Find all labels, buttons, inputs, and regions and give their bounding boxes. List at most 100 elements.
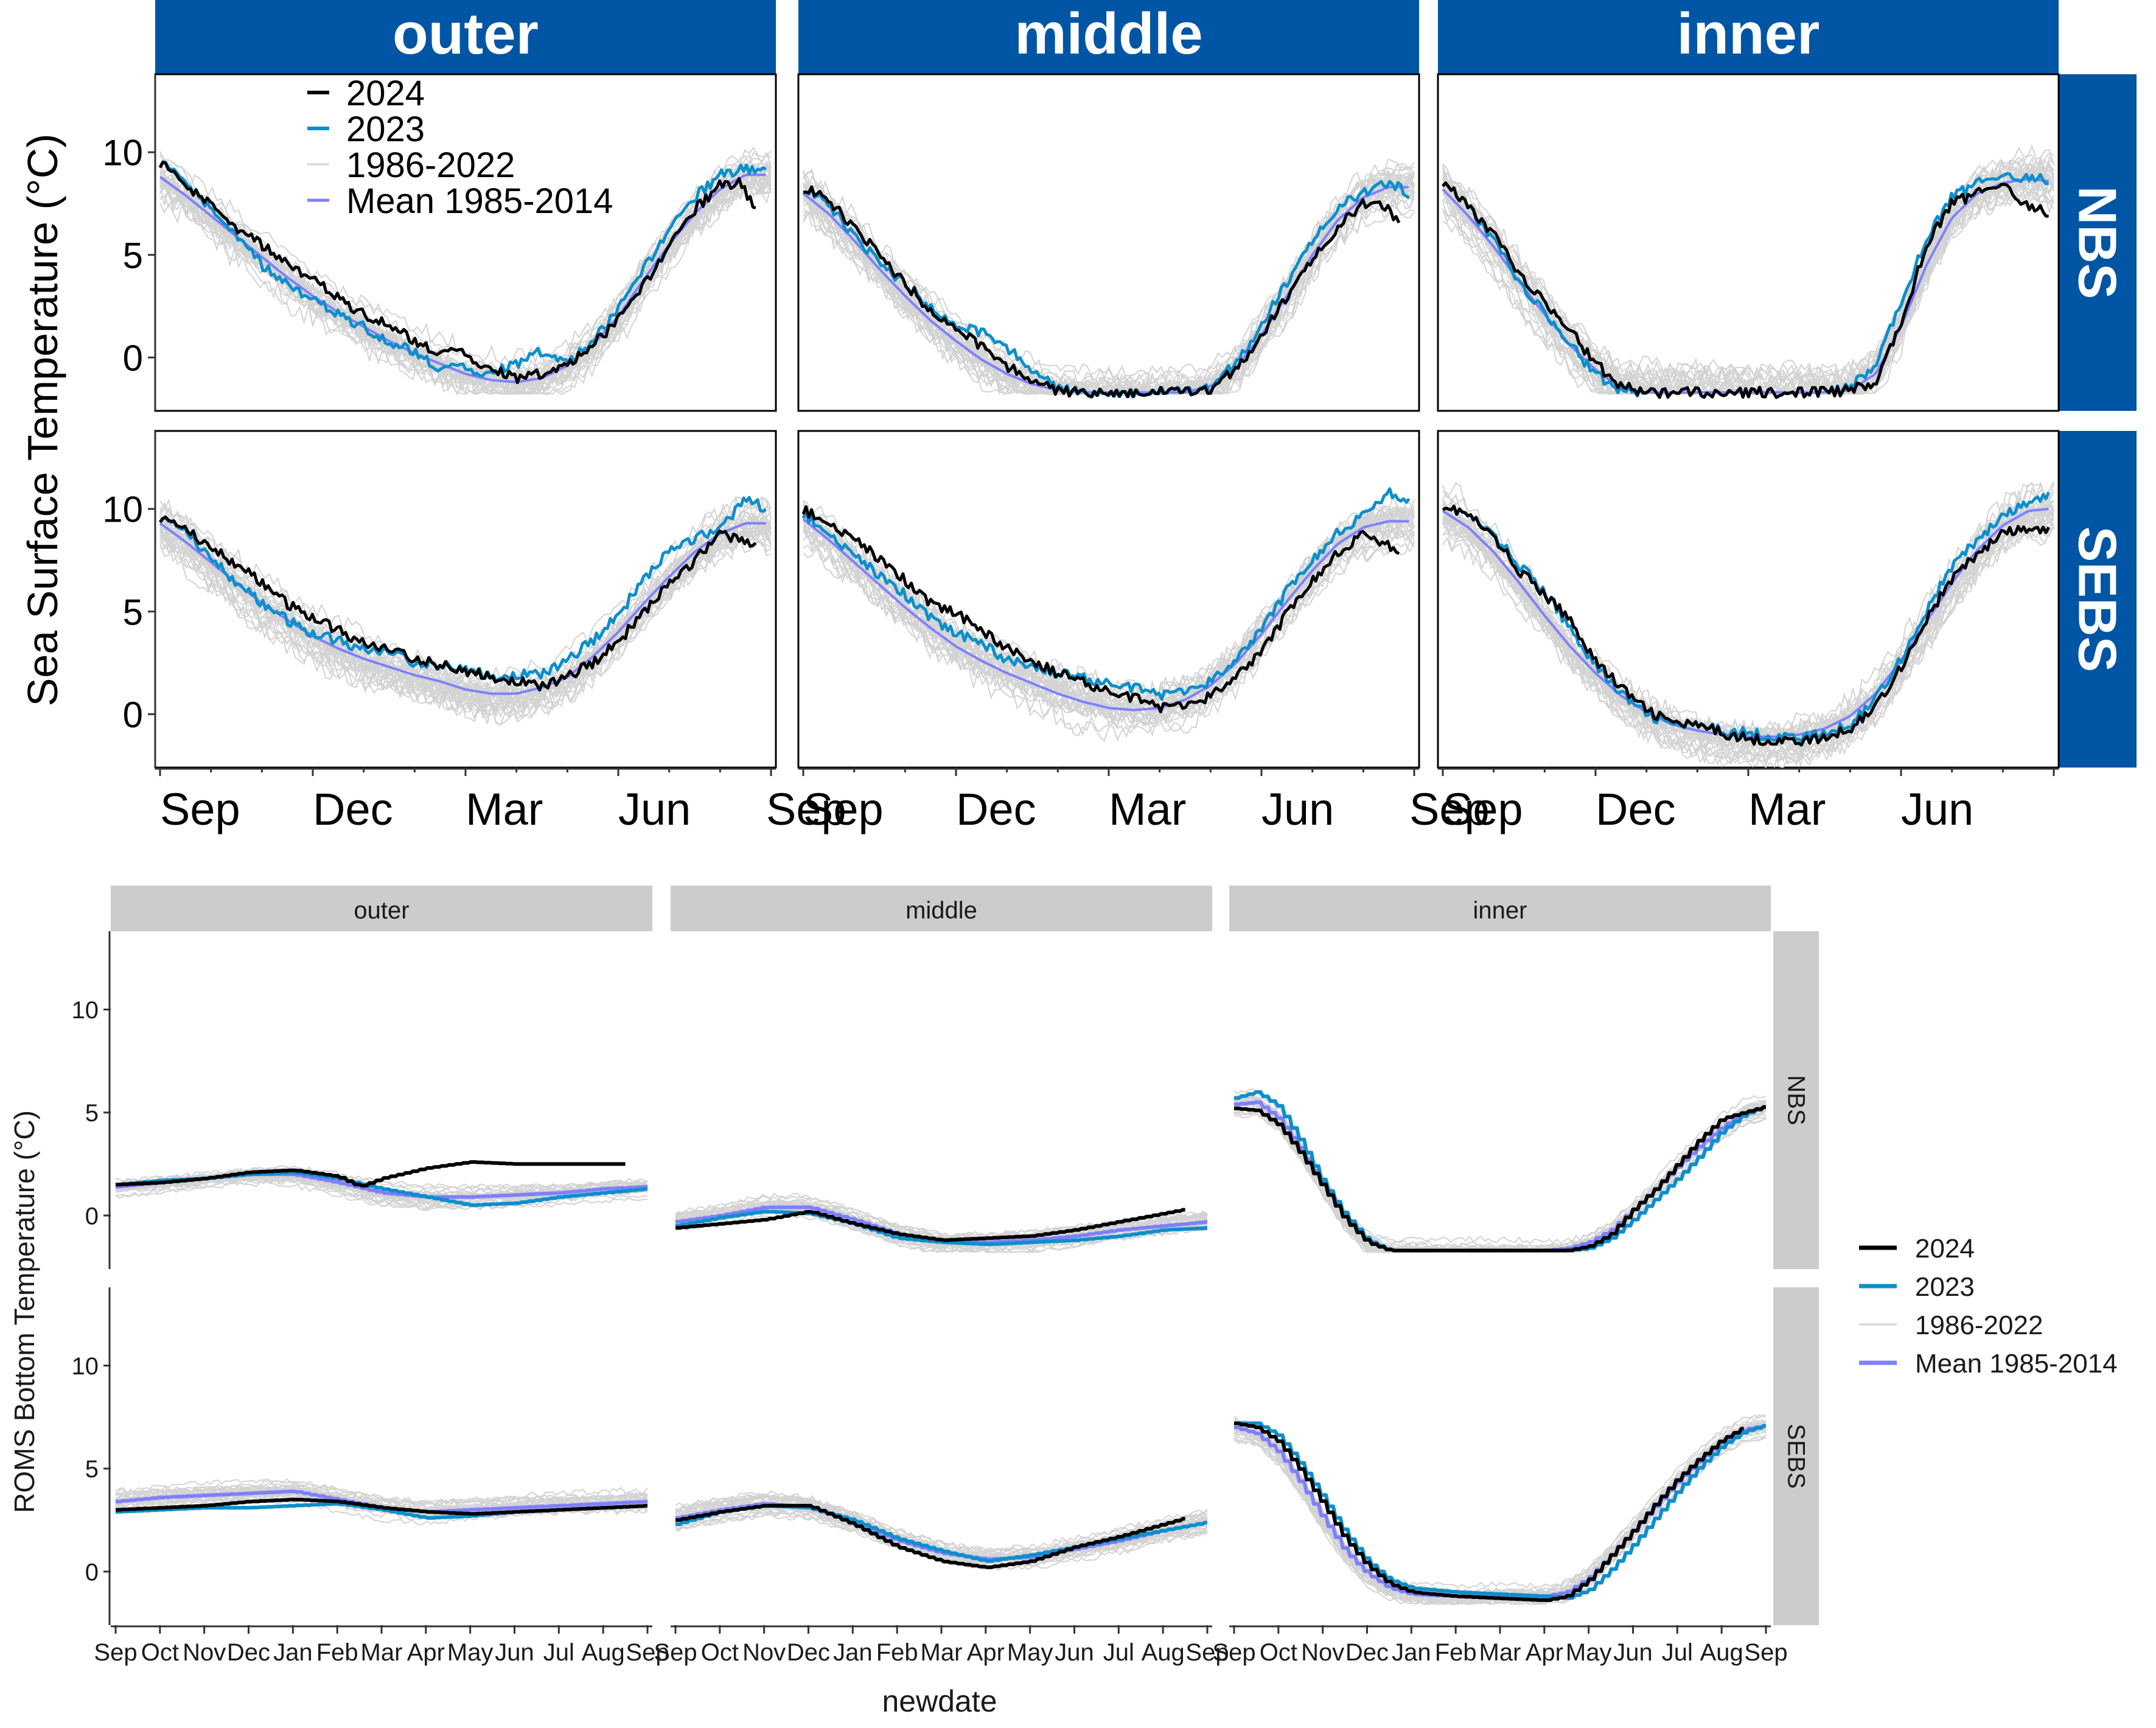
- sst-chart: outer middle inner NBS SEBS 0 5 10 0 5 10 Sep Dec Mar…: [102, 0, 2137, 834]
- legend-label: Mean 1985-2014: [346, 181, 613, 221]
- legend-label: 2023: [346, 110, 425, 149]
- series-line-1986-2022: [803, 511, 1415, 726]
- x-tick-label: Sep: [160, 784, 240, 834]
- series-line-1986-2022: [159, 516, 772, 720]
- panel-border: [797, 73, 1420, 412]
- x-tick-label: May: [1566, 1639, 1612, 1666]
- y-tick-label: 10: [102, 133, 143, 173]
- x-tick-label: Mar: [1109, 784, 1186, 834]
- x-tick-label: Apr: [1526, 1639, 1563, 1666]
- x-tick-label: Apr: [967, 1639, 1005, 1666]
- series-line-1986-2022: [675, 1510, 1208, 1566]
- row-strip-NBS: [1773, 931, 1819, 1269]
- x-tick-label: Dec: [956, 784, 1036, 834]
- series-line-2023: [675, 1209, 1207, 1247]
- x-tick-label: Oct: [141, 1639, 179, 1666]
- panel-outer-SEBS: 0 5 10 Sep Dec Mar Jun Sep: [102, 430, 846, 834]
- column-strip-middle: [798, 0, 1419, 74]
- series-line-1986-2022: [159, 177, 772, 396]
- panel-middle-NBS: [675, 1192, 1208, 1253]
- series-line-2024: [803, 185, 1401, 399]
- x-tick-label: Dec: [1596, 784, 1676, 834]
- x-tick-label: Sep: [626, 1639, 669, 1666]
- column-strip-label-outer: outer: [354, 897, 409, 924]
- row-strip-label-SEBS: SEBS: [1783, 1424, 1810, 1489]
- y-tick-label: 0: [123, 338, 143, 379]
- x-tick-label: Mar: [921, 1639, 963, 1666]
- x-tick-label: Mar: [1479, 1639, 1521, 1666]
- x-tick-label: Sep: [1443, 784, 1523, 834]
- series-line-2023: [1234, 1421, 1766, 1600]
- series-line-mean-1985-2014: [802, 518, 1409, 712]
- column-strip-label-middle: middle: [1014, 1, 1202, 66]
- y-tick-label: 0: [85, 1559, 99, 1586]
- column-strip-label-middle: middle: [905, 897, 977, 924]
- panel-inner-SEBS: Sep Dec Mar Jun: [1437, 430, 2060, 834]
- x-tick-label: Jun: [1261, 784, 1334, 834]
- x-tick-label: Sep: [654, 1639, 697, 1666]
- series-line-2024: [116, 1497, 647, 1516]
- panel-inner-NBS: [1437, 73, 2060, 412]
- legend-label: 1986-2022: [346, 145, 515, 185]
- x-tick-label: Dec: [313, 784, 393, 834]
- series-line-2024: [675, 1208, 1185, 1242]
- series-line-1986-2022: [159, 173, 772, 391]
- column-strip-inner: [1229, 886, 1771, 931]
- series-line-2024: [1234, 1421, 1744, 1602]
- legend-item: 1986-2022: [1859, 1310, 2043, 1340]
- x-tick-label: Jul: [1662, 1639, 1693, 1666]
- column-strip-outer: [111, 886, 652, 931]
- legend-label: 2024: [346, 74, 425, 113]
- x-tick-label: May: [447, 1639, 494, 1666]
- panel-middle-SEBS: Sep Oct Nov Dec Jan Feb Mar Apr May Jun Jul Aug Sep: [654, 1490, 1229, 1666]
- x-tick-label: Mar: [1748, 784, 1826, 834]
- panel-inner-NBS: [1233, 1088, 1767, 1254]
- y-tick-label: 0: [123, 694, 143, 735]
- x-tick-label: Feb: [876, 1639, 918, 1666]
- legend-item: 1986-2022: [307, 145, 515, 185]
- y-tick-label: 10: [102, 489, 143, 530]
- panel-middle-NBS: [797, 73, 1420, 412]
- x-tick-label: Mar: [361, 1639, 403, 1666]
- column-strip-label-inner: inner: [1677, 1, 1820, 66]
- column-strip-outer: [155, 0, 776, 74]
- x-tick-label: Nov: [183, 1639, 226, 1666]
- x-tick-label: Dec: [1345, 1639, 1389, 1666]
- row-strip-NBS: [2059, 74, 2137, 411]
- x-tick-label: Jun: [618, 784, 691, 834]
- legend-label: Mean 1985-2014: [1915, 1349, 2118, 1379]
- x-tick-label: Dec: [787, 1639, 830, 1666]
- row-strip-label-NBS: NBS: [2068, 186, 2128, 299]
- series-line-2024: [1234, 1105, 1766, 1253]
- series-line-1986-2022: [1442, 185, 2054, 396]
- column-strip-middle: [671, 886, 1212, 931]
- x-tick-label: Oct: [1260, 1639, 1297, 1666]
- x-tick-label: Sep: [1212, 1639, 1255, 1666]
- x-tick-label: Nov: [742, 1639, 786, 1666]
- x-tick-label: Feb: [1435, 1639, 1477, 1666]
- x-tick-label: May: [1007, 1639, 1053, 1666]
- legend-item: 2024: [307, 74, 425, 113]
- y-tick-label: 10: [72, 997, 99, 1024]
- series-line-1986-2022: [1442, 509, 2054, 768]
- x-tick-label: Mar: [466, 784, 543, 834]
- sst-y-axis-title: Sea Surface Temperature (°C): [19, 133, 66, 706]
- legend-item: Mean 1985-2014: [307, 181, 613, 221]
- x-tick-label: Jul: [1103, 1639, 1134, 1666]
- bottom-temp-y-axis-title: ROMS Bottom Temperature (°C): [9, 1110, 40, 1513]
- x-tick-label: Sep: [1409, 784, 1490, 834]
- legend-item: Mean 1985-2014: [1859, 1349, 2118, 1379]
- series-line-1986-2022: [115, 1177, 648, 1209]
- x-tick-label: Jan: [1392, 1639, 1431, 1666]
- y-tick-label: 0: [85, 1203, 99, 1230]
- x-tick-label: Sep: [94, 1639, 137, 1666]
- y-tick-label: 5: [85, 1100, 99, 1127]
- column-strip-label-outer: outer: [392, 1, 539, 66]
- x-tick-label: Jun: [1055, 1639, 1094, 1666]
- x-tick-label: Aug: [1700, 1639, 1743, 1666]
- column-strip-inner: [1438, 0, 2059, 74]
